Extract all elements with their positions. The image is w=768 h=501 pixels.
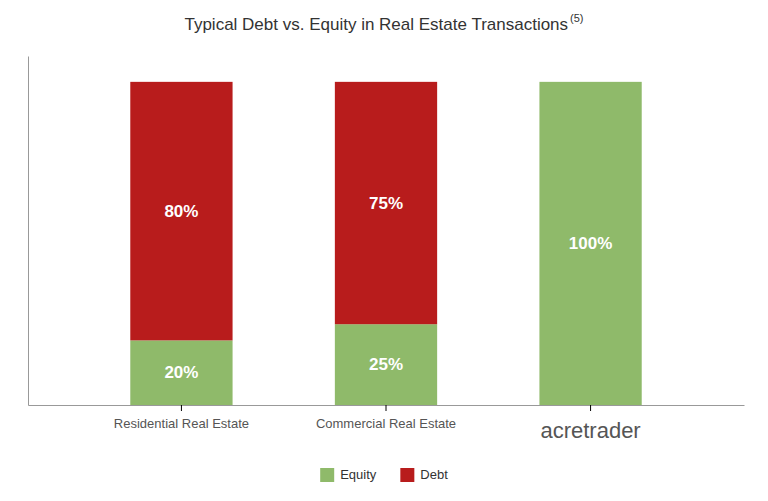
title-superscript: (5) (570, 12, 583, 24)
x-axis: Residential Real Estate Commercial Real E… (29, 405, 745, 443)
title: Typical Debt vs. Equity in Real Estate T… (184, 15, 568, 34)
y-axis-line (28, 57, 29, 406)
data-label: 80% (164, 202, 198, 221)
x-tick-mark (590, 405, 591, 411)
data-labels: 20% 25% 100% 80% 75% (164, 194, 612, 383)
x-tick: Residential Real Estate (114, 405, 249, 431)
data-label: 75% (369, 194, 403, 213)
data-label: 20% (164, 363, 198, 382)
title-group: Typical Debt vs. Equity in Real Estate T… (184, 12, 583, 34)
legend-item: Debt (400, 467, 448, 482)
legend-label: Debt (420, 467, 448, 482)
bar (130, 340, 232, 405)
x-tick: Commercial Real Estate (316, 405, 456, 431)
legend-swatch (400, 468, 414, 482)
bar (130, 82, 232, 341)
bar (335, 82, 437, 324)
bars (130, 82, 641, 405)
series (130, 82, 641, 405)
data-label: 100% (569, 234, 612, 253)
bar (539, 81, 641, 82)
bar (539, 82, 641, 405)
x-tick-label: acretrader (540, 418, 640, 443)
legend-swatch (320, 468, 334, 482)
y-axis (28, 57, 29, 406)
x-tick-mark (181, 405, 182, 411)
x-tick-label: Residential Real Estate (114, 416, 249, 431)
series (130, 82, 437, 341)
x-tick-mark (386, 405, 387, 411)
plot: 20% 25% 100% 80% 75% Residential Real Estate C… (29, 57, 745, 444)
legend: Equity Debt (320, 467, 448, 482)
x-tick-label: Commercial Real Estate (316, 416, 456, 431)
x-tick: acretrader (540, 405, 640, 443)
legend-label: Equity (340, 467, 377, 482)
data-label: 25% (369, 355, 403, 374)
chart: Typical Debt vs. Equity in Real Estate T… (0, 0, 768, 501)
legend-item: Equity (320, 467, 377, 482)
bar (335, 324, 437, 405)
